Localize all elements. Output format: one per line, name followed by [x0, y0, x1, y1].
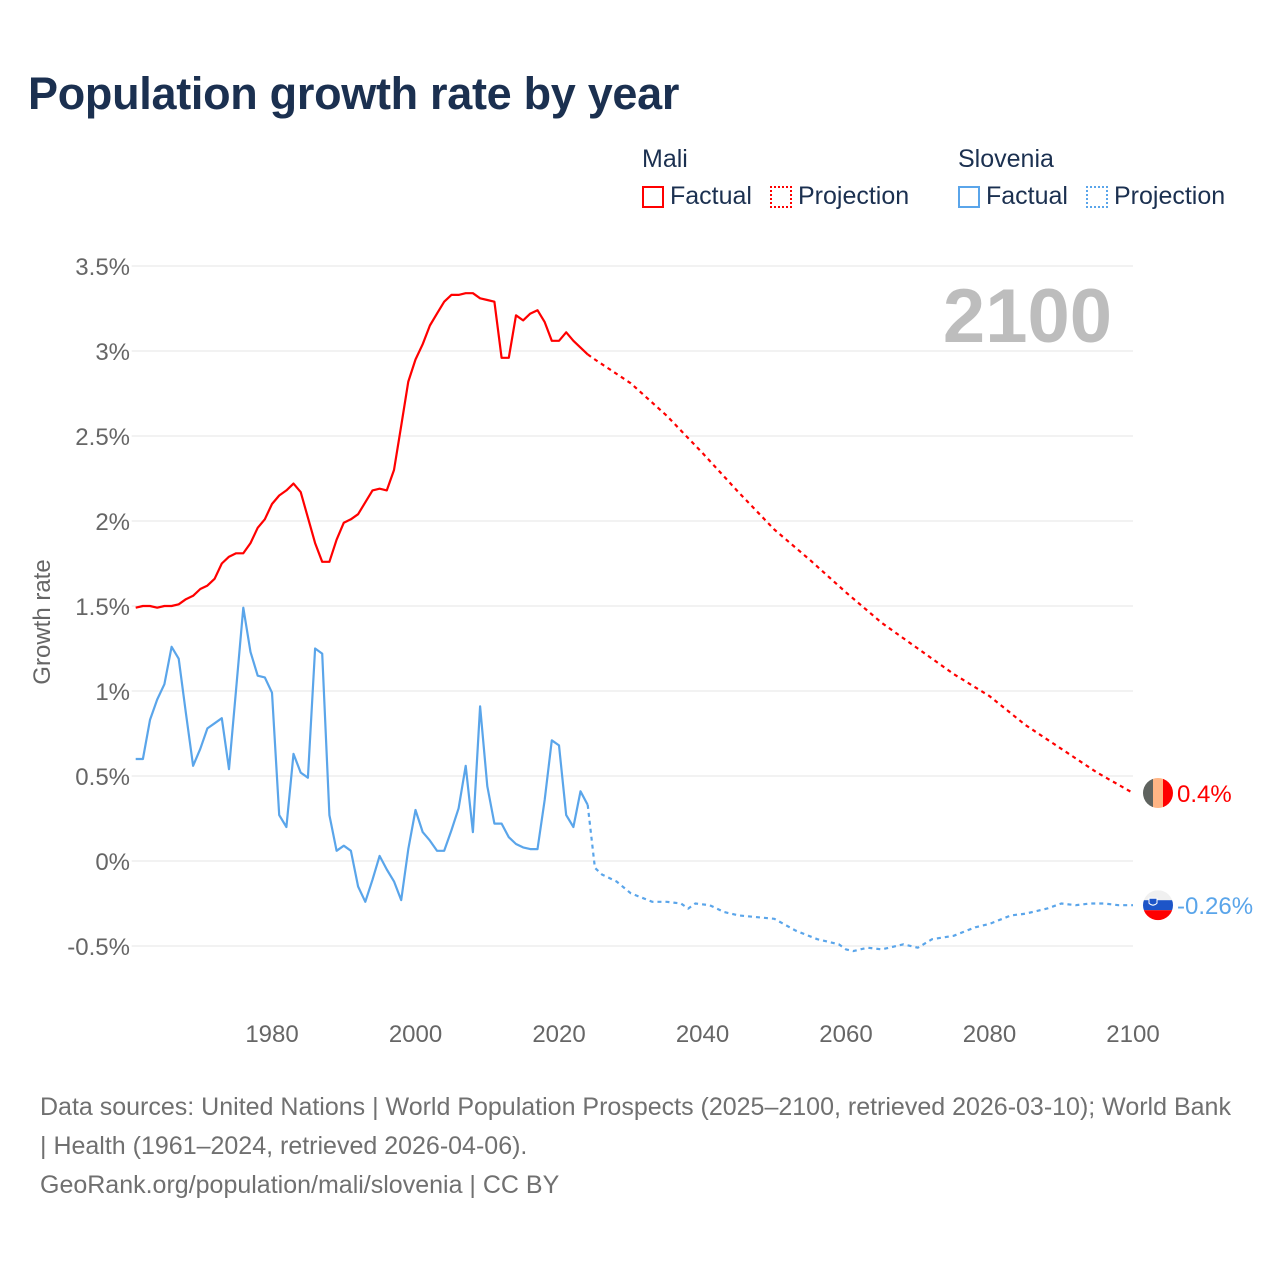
legend-group-mali: Mali Factual Projection [642, 145, 909, 211]
legend-slovenia-projection[interactable]: Projection [1085, 182, 1226, 211]
solid-line-swatch-icon [958, 185, 980, 208]
x-tick-label: 2060 [819, 1021, 872, 1048]
end-value-label: -0.26% [1177, 893, 1253, 920]
legend-label: Factual [986, 182, 1068, 210]
legend-slovenia-factual[interactable]: Factual [958, 182, 1068, 211]
solid-line-swatch-icon [642, 185, 664, 208]
series-line-mali-projection [587, 353, 1134, 794]
credit-link[interactable]: GeoRank.org/population/mali/slovenia | C… [40, 1171, 560, 1199]
chart-title: Population growth rate by year [28, 68, 680, 119]
series-line-mali-factual [135, 292, 589, 609]
footer: Data sources: United Nations | World Pop… [40, 1088, 1240, 1205]
x-tick-label: 2020 [532, 1021, 585, 1048]
y-tick-label: -0.5% [67, 934, 130, 961]
y-tick-label: 1.5% [75, 594, 130, 621]
series-line-slovenia-factual [135, 606, 589, 903]
mali-flag-icon [1143, 778, 1173, 808]
y-tick-label: 0.5% [75, 764, 130, 791]
x-tick-label: 2100 [1106, 1021, 1159, 1048]
x-tick-label: 2080 [963, 1021, 1016, 1048]
legend-group-name: Mali [642, 145, 688, 173]
legend-label: Factual [670, 182, 752, 210]
legend-group-slovenia: Slovenia Factual Projection [958, 145, 1225, 211]
y-tick-label: 2% [95, 509, 130, 536]
legend-mali-projection[interactable]: Projection [769, 182, 910, 211]
y-tick-label: 1% [95, 679, 130, 706]
legend-label: Projection [797, 182, 910, 210]
x-tick-label: 2040 [676, 1021, 729, 1048]
data-sources: Data sources: United Nations | World Pop… [40, 1093, 1231, 1160]
y-tick-label: 0% [95, 849, 130, 876]
slovenia-flag-icon [1143, 890, 1173, 921]
legend-mali-factual[interactable]: Factual [642, 182, 752, 211]
end-value-label: 0.4% [1177, 781, 1232, 808]
dotted-line-swatch-icon [1085, 185, 1108, 208]
year-indicator: 2100 [943, 274, 1112, 359]
y-tick-label: 3.5% [75, 254, 130, 281]
legend-label: Projection [1113, 182, 1226, 210]
y-tick-label: 2.5% [75, 424, 130, 451]
y-axis-label: Growth rate [29, 559, 56, 684]
series-line-slovenia-projection [586, 804, 1133, 953]
y-tick-label: 3% [95, 339, 130, 366]
dotted-line-swatch-icon [769, 185, 792, 208]
x-tick-label: 2000 [389, 1021, 442, 1048]
legend-group-name: Slovenia [958, 145, 1054, 173]
x-tick-label: 1980 [245, 1021, 298, 1048]
